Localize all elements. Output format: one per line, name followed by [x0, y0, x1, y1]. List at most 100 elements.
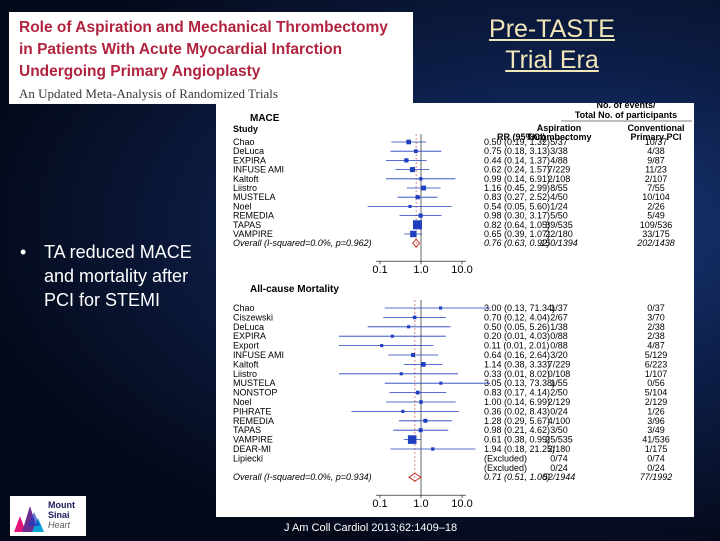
logo-text-line-2: Sinai [48, 510, 70, 520]
study-header: Study [233, 124, 258, 134]
paper-subtitle: An Updated Meta-Analysis of Randomized T… [19, 86, 278, 101]
study-name: EXPIRA [233, 331, 266, 341]
conv-events: 109/536 [640, 220, 673, 230]
conv-events: 5/49 [647, 211, 665, 221]
study-name: INFUSE AMI [233, 350, 284, 360]
paper-title-line-1: Role of Aspiration and Mechanical Thromb… [19, 19, 388, 36]
rr-value: 0.98 (0.30, 3.17) [484, 211, 550, 221]
x-tick-label: 1.0 [413, 264, 428, 276]
asp-events: 4/88 [550, 155, 568, 165]
rr-value: 3.05 (0.13, 73.38) [484, 378, 555, 388]
era-label: Pre-TASTE Trial Era [472, 14, 632, 76]
asp-events: 3/50 [550, 425, 568, 435]
asp-events: 1/55 [550, 378, 568, 388]
study-name: DeLuca [233, 146, 264, 156]
study-name: DEAR-MI [233, 444, 271, 454]
effect-marker [390, 334, 394, 338]
x-tick-label: 0.1 [372, 498, 387, 510]
conv-header-1: Conventional [627, 123, 684, 133]
conv-events: 9/87 [647, 155, 665, 165]
asp-events: 0/24 [550, 406, 568, 416]
asp-events: 2/108 [548, 174, 571, 184]
effect-marker [407, 325, 411, 329]
logo-text-line-1: Mount [48, 500, 75, 510]
asp-events: 4/100 [548, 416, 571, 426]
rr-value: 0.54 (0.05, 5.60) [484, 201, 550, 211]
rr-value: 0.20 (0.01, 4.03) [484, 331, 550, 341]
asp-events: 2/180 [548, 444, 571, 454]
asp-events: 22/180 [545, 229, 573, 239]
study-name: Liistro [233, 369, 257, 379]
conv-events: 10/37 [645, 137, 668, 147]
study-name: NONSTOP [233, 388, 277, 398]
asp-events: 0/88 [550, 341, 568, 351]
effect-marker [407, 435, 417, 444]
conv-events: 5/104 [645, 388, 668, 398]
effect-marker [439, 381, 443, 385]
x-tick-label: 10.0 [451, 498, 472, 510]
asp-events: 7/229 [548, 359, 571, 369]
asp-events: 4/50 [550, 192, 568, 202]
study-name: VAMPIRE [233, 435, 273, 445]
conv-events: 10/104 [642, 192, 670, 202]
effect-marker [423, 418, 428, 423]
conv-events: 1/107 [645, 369, 668, 379]
rr-value: 0.33 (0.01, 8.02) [484, 369, 550, 379]
asp-events: 2/129 [548, 397, 571, 407]
effect-marker [380, 344, 384, 348]
asp-events: 52/1944 [543, 472, 576, 482]
effect-marker [419, 400, 423, 404]
rr-value: 0.76 (0.63, 0.92) [484, 238, 550, 248]
paper-title-box: Role of Aspiration and Mechanical Thromb… [9, 12, 413, 104]
forest-plot-svg: No. of events/Total No. of participants A… [233, 100, 692, 510]
study-name: INFUSE AMI [233, 165, 284, 175]
effect-marker [418, 428, 423, 433]
conv-events: 2/26 [647, 201, 665, 211]
overall-diamond [408, 472, 422, 482]
study-name: Lipiecki [233, 453, 263, 463]
asp-events: 1/37 [550, 303, 568, 313]
rr-value: (Excluded) [484, 453, 527, 463]
study-name: TAPAS [233, 425, 261, 435]
effect-marker [415, 390, 420, 395]
conv-events: 202/1438 [636, 238, 675, 248]
study-name: Chao [233, 303, 255, 313]
rr-header: RR (95%CI) [497, 132, 546, 142]
asp-events: 1/38 [550, 322, 568, 332]
asp-events: 2/50 [550, 388, 568, 398]
study-name: DeLuca [233, 322, 264, 332]
rr-value: 1.14 (0.38, 3.33) [484, 359, 550, 369]
conv-events: 2/38 [647, 331, 665, 341]
effect-marker [419, 177, 423, 181]
effect-marker [412, 220, 422, 230]
effect-marker [410, 230, 417, 238]
asp-events: 7/229 [548, 165, 571, 175]
rr-value: 1.00 (0.14, 6.99) [484, 397, 550, 407]
study-name: Liistro [233, 183, 257, 193]
asp-events: 1/24 [550, 201, 568, 211]
asp-events: 5/50 [550, 211, 568, 221]
effect-marker [413, 149, 418, 154]
effect-marker [431, 447, 435, 451]
conv-events: 2/107 [645, 174, 668, 184]
conv-events: 3/70 [647, 312, 665, 322]
asp-events: 150/1394 [540, 238, 578, 248]
effect-marker [406, 139, 411, 145]
conv-events: 11/23 [645, 165, 667, 175]
rr-value: 1.28 (0.29, 5.67) [484, 416, 550, 426]
conv-events: 0/74 [647, 453, 665, 463]
overall-label: Overall (I-squared=0.0%, p=0.962) [233, 238, 372, 248]
conv-events: 4/87 [647, 341, 665, 351]
conv-header-2: Primary PCI [630, 132, 681, 142]
bullet-text: TA reduced MACE and mortality after PCI … [44, 242, 192, 310]
paper-title-line-3: Undergoing Primary Angioplasty [19, 63, 261, 80]
rr-value: 0.82 (0.64, 1.05) [484, 220, 550, 230]
rr-value: 0.83 (0.27, 2.52) [484, 192, 550, 202]
effect-marker [415, 195, 420, 200]
rr-value: 0.50 (0.19, 1.32) [484, 137, 550, 147]
study-name: Chao [233, 137, 255, 147]
effect-marker [418, 213, 423, 218]
logo-text-line-3: Heart [48, 520, 71, 530]
study-name: MUSTELA [233, 192, 276, 202]
effect-marker [421, 185, 427, 191]
